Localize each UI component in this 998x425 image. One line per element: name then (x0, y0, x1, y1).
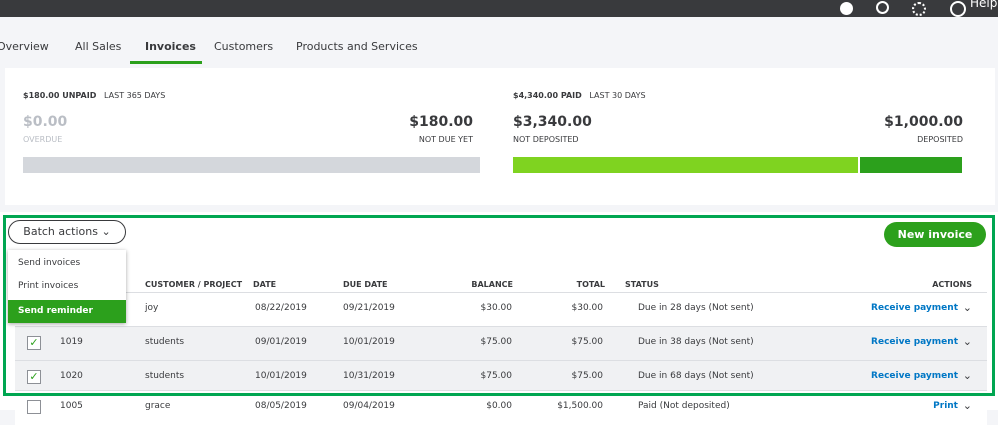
help-link[interactable]: Help (970, 0, 998, 10)
deposited-label: DEPOSITED (917, 135, 963, 144)
summary-panel (5, 68, 995, 205)
action-chevron[interactable]: ⌄ (962, 301, 972, 314)
checkbox[interactable] (27, 400, 41, 414)
total: $75.00 (571, 371, 604, 381)
not-deposited-amount: $3,340.00 (513, 114, 592, 130)
row-bg (15, 326, 987, 361)
total: $1,500.00 (557, 401, 603, 411)
tab-underline (130, 61, 202, 64)
search-icon[interactable] (876, 1, 889, 14)
not-deposited-label: NOT DEPOSITED (513, 135, 579, 144)
due-date: 10/01/2019 (343, 337, 395, 347)
balance: $75.00 (480, 337, 513, 347)
action-link[interactable]: Receive payment (871, 303, 958, 313)
overdue-amount: $0.00 (23, 114, 68, 130)
menu-item-active[interactable]: Send reminder (8, 300, 126, 323)
column-header: BALANCE (471, 280, 513, 289)
highlight-border (3, 215, 995, 396)
invoice-no: 1019 (60, 337, 83, 347)
date: 09/01/2019 (255, 337, 307, 347)
status: Due in 28 days (Not sent) (638, 303, 754, 313)
due-date: 09/04/2019 (343, 401, 395, 411)
not-due-label: NOT DUE YET (418, 135, 473, 144)
date: 08/22/2019 (255, 303, 307, 313)
due-date: 09/21/2019 (343, 303, 395, 313)
menu-item[interactable]: Print invoices (18, 281, 79, 291)
action-link[interactable]: Print (933, 401, 958, 411)
invoice-no: 1020 (60, 371, 83, 381)
tab[interactable]: All Sales (75, 40, 122, 53)
menu-item[interactable]: Send invoices (18, 258, 81, 268)
status: Paid (Not deposited) (638, 401, 730, 411)
not-due-amount: $180.00 (409, 114, 473, 130)
balance: $0.00 (486, 401, 512, 411)
customer: grace (145, 401, 171, 411)
due-date: 10/31/2019 (343, 371, 395, 381)
action-link[interactable]: Receive payment (871, 337, 958, 347)
date: 10/01/2019 (255, 371, 307, 381)
customer: students (145, 337, 185, 347)
batch-actions-button[interactable]: Batch actions ⌄ (8, 220, 126, 244)
column-header: DUE DATE (343, 280, 388, 289)
info-icon[interactable] (840, 2, 853, 15)
row-bg (15, 360, 987, 395)
new-invoice-button[interactable]: New invoice (884, 222, 986, 247)
column-header: DATE (253, 280, 277, 289)
invoice-no: 1005 (60, 401, 83, 411)
action-link[interactable]: Receive payment (871, 371, 958, 381)
batch-menu: Send invoices Print invoices Send remind… (8, 250, 126, 323)
deposited-bar (860, 157, 962, 173)
action-chevron[interactable]: ⌄ (962, 369, 972, 382)
balance: $30.00 (480, 303, 513, 313)
total: $75.00 (571, 337, 604, 347)
balance: $75.00 (480, 371, 513, 381)
customer: joy (145, 303, 159, 313)
paid-label: $4,340.00 PAID LAST 30 DAYS (513, 91, 646, 100)
unpaid-label: $180.00 UNPAID LAST 365 DAYS (23, 91, 166, 100)
top-bar (0, 0, 998, 17)
checkbox[interactable]: ✓ (27, 370, 41, 384)
action-chevron[interactable]: ⌄ (962, 399, 972, 412)
status: Due in 38 days (Not sent) (638, 337, 754, 347)
row-bg (15, 292, 987, 327)
unpaid-bar (23, 157, 480, 173)
not-deposited-bar (513, 157, 858, 173)
tab[interactable]: Overview (0, 40, 49, 53)
deposited-amount: $1,000.00 (884, 114, 963, 130)
tab-active[interactable]: Invoices (145, 40, 196, 53)
total: $30.00 (571, 303, 604, 313)
customer: students (145, 371, 185, 381)
overdue-label: OVERDUE (23, 135, 63, 144)
date: 08/05/2019 (255, 401, 307, 411)
status: Due in 68 days (Not sent) (638, 371, 754, 381)
action-chevron[interactable]: ⌄ (962, 335, 972, 348)
column-header: CUSTOMER / PROJECT (145, 280, 243, 289)
help-icon[interactable] (950, 1, 966, 17)
checkbox[interactable]: ✓ (27, 336, 41, 350)
tab[interactable]: Customers (214, 40, 274, 53)
column-header: ACTIONS (932, 280, 972, 289)
column-header: TOTAL (576, 280, 605, 289)
settings-icon[interactable] (912, 2, 926, 16)
column-header: STATUS (625, 280, 659, 289)
tab[interactable]: Products and Services (296, 40, 418, 53)
